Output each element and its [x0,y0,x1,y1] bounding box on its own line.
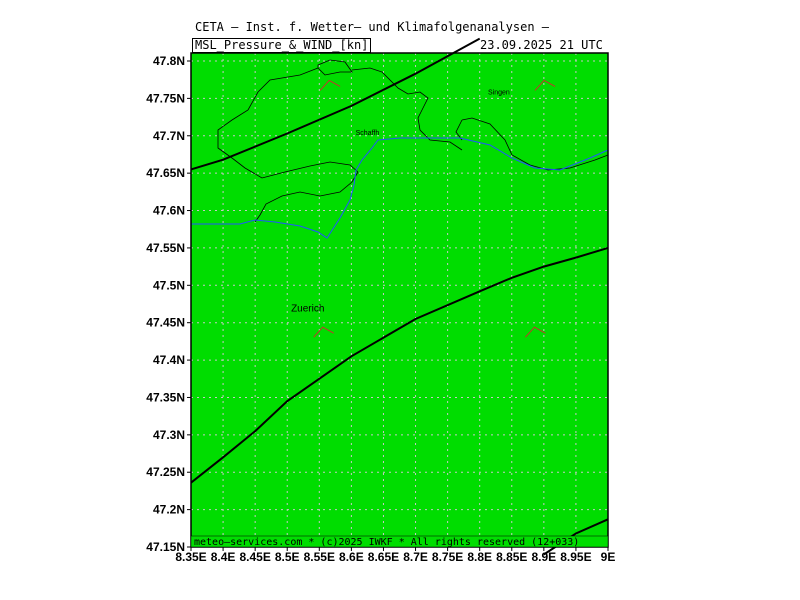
x-tick-label: 9E [601,550,616,564]
national-border [217,67,359,179]
x-tick-label: 8.5E [275,550,300,564]
valid-time: 23.09.2025 21 UTC [480,38,603,52]
y-tick-label: 47.35N [146,390,185,404]
national-border [254,171,359,223]
y-tick-label: 47.5N [153,278,185,292]
national-border [461,117,609,171]
wind-barbs [313,79,556,338]
place-label: Zuerich [291,303,324,314]
y-tick-label: 47.75N [146,91,185,105]
y-tick-label: 47.7N [153,129,185,143]
rivers [191,137,609,239]
y-tick-label: 47.55N [146,241,185,255]
x-tick-label: 8.4E [211,550,236,564]
y-tick-label: 47.45N [146,316,185,330]
map-title: CETA — Inst. f. Wetter— und Klimafolgena… [195,20,550,34]
place-label: Singen [488,90,510,97]
x-axis: 8.35E 8.4E 8.45E 8.5E 8.55E 8.6E 8.65E 8.7E 8.75… [175,547,615,564]
x-tick-label: 8.35E [175,550,206,564]
y-tick-label: 47.65N [146,166,185,180]
rhine-river [191,137,609,239]
place-labels: Singen Schaffh Zuerich [291,90,510,315]
y-tick-label: 47.6N [153,204,185,218]
lake-shoreline [317,59,353,76]
lake-shoreline [351,67,463,151]
isobar-line [190,246,609,484]
x-tick-label: 8.45E [239,550,270,564]
y-axis: 47.8N 47.75N 47.7N 47.65N 47.6N 47.55N 47.5N 47… [146,54,191,554]
place-label: Schaffh [356,130,380,137]
y-tick-label: 47.4N [153,353,185,367]
x-tick-label: 8.55E [304,550,335,564]
land-area [191,53,608,547]
x-tick-label: 8.75E [432,550,463,564]
wind-barb-icon [525,326,546,338]
wind-barb-icon [534,79,556,91]
x-tick-label: 8.65E [368,550,399,564]
x-tick-label: 8.85E [496,550,527,564]
y-tick-label: 47.3N [153,428,185,442]
footer-box [190,535,609,548]
borders-coastlines [217,59,609,223]
national-border [455,119,463,141]
x-tick-label: 8.7E [403,550,428,564]
wind-barb-icon [319,79,341,91]
x-tick-label: 8.8E [467,550,492,564]
y-tick-label: 47.25N [146,465,185,479]
x-tick-label: 8.9E [532,550,557,564]
x-tick-label: 8.6E [339,550,364,564]
x-tick-label: 8.95E [560,550,591,564]
y-tick-label: 47.15N [146,540,185,554]
isobar-line [190,37,481,171]
wind-barb-icon [313,326,334,338]
y-tick-label: 47.2N [153,503,185,517]
footer-credit: meteo—services.com * (c)2025 IWKF * All … [194,537,579,548]
y-tick-label: 47.8N [153,54,185,68]
